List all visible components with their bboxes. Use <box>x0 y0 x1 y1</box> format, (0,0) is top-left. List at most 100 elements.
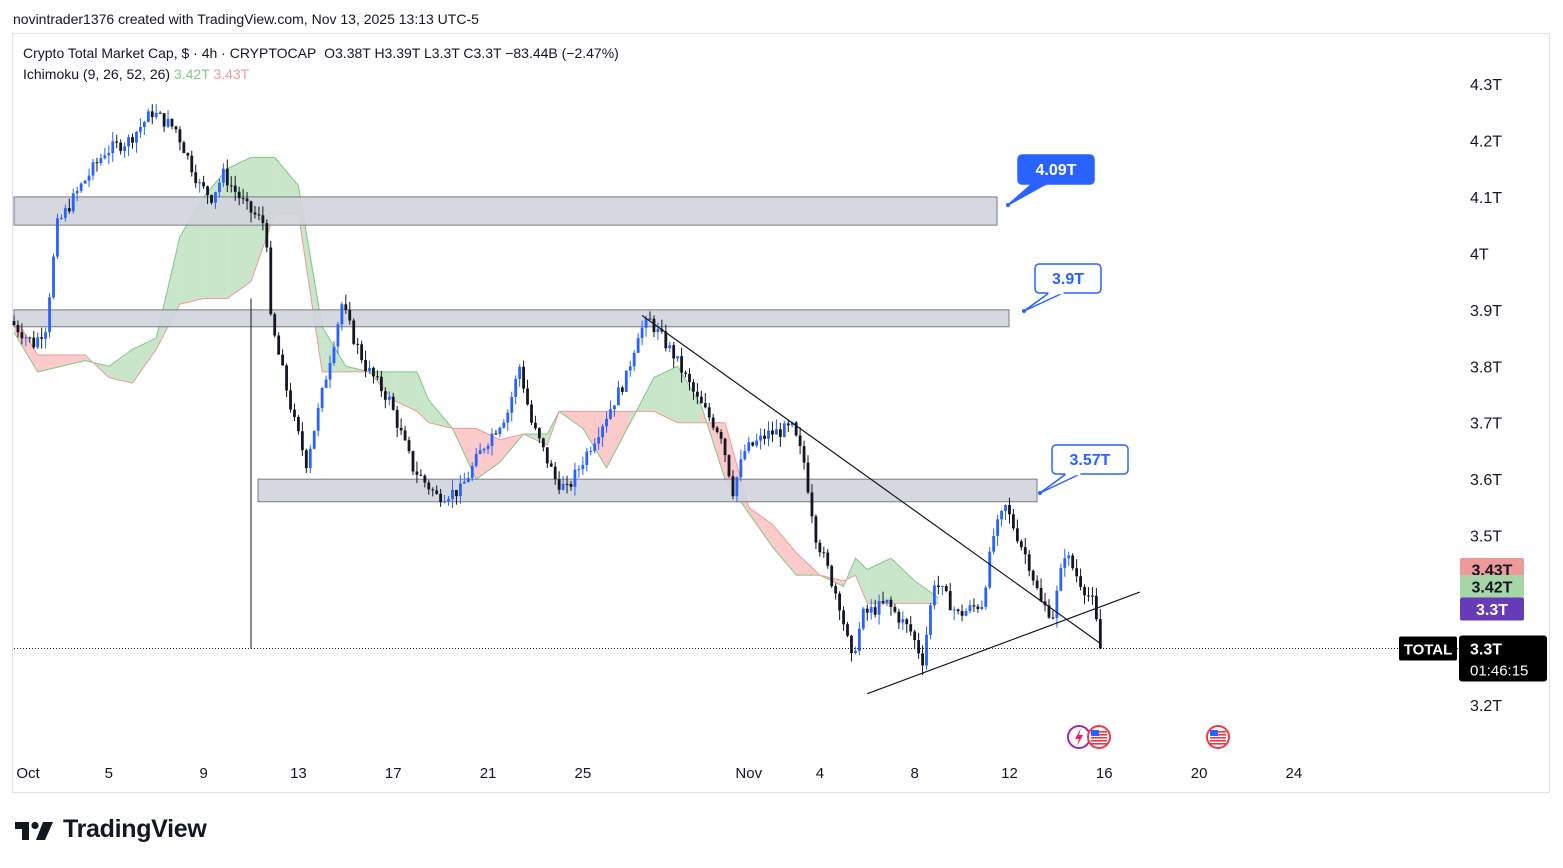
candle-down[interactable] <box>822 552 826 554</box>
candle-down[interactable] <box>731 476 735 497</box>
candle-down[interactable] <box>261 215 265 224</box>
candle-up[interactable] <box>56 218 59 257</box>
candle-up[interactable] <box>968 605 972 612</box>
candle-up[interactable] <box>869 607 873 613</box>
candle-up[interactable] <box>462 481 466 484</box>
candle-down[interactable] <box>249 201 253 213</box>
us-flag-event-icon[interactable] <box>1087 725 1111 749</box>
candle-down[interactable] <box>778 429 782 437</box>
candle-down[interactable] <box>225 168 229 186</box>
candle-up[interactable] <box>561 483 565 490</box>
candle-down[interactable] <box>692 382 695 392</box>
candle-up[interactable] <box>1067 555 1071 559</box>
candle-up[interactable] <box>44 332 48 339</box>
candle-down[interactable] <box>233 185 237 192</box>
candle-up[interactable] <box>988 551 992 588</box>
candle-down[interactable] <box>699 396 703 404</box>
candle-down[interactable] <box>210 195 213 203</box>
candle-down[interactable] <box>786 423 790 426</box>
candle-down[interactable] <box>944 585 948 592</box>
candle-up[interactable] <box>775 429 778 435</box>
candle-down[interactable] <box>664 331 668 349</box>
candle-down[interactable] <box>95 162 99 164</box>
candle-down[interactable] <box>688 373 691 383</box>
candle-up[interactable] <box>861 608 865 629</box>
candle-down[interactable] <box>241 198 245 200</box>
candle-down[interactable] <box>798 435 802 447</box>
candle-down[interactable] <box>620 387 624 392</box>
candle-down[interactable] <box>245 198 249 202</box>
candle-up[interactable] <box>146 111 150 123</box>
candle-down[interactable] <box>842 610 845 625</box>
candle-up[interactable] <box>992 535 996 552</box>
candle-down[interactable] <box>431 489 435 491</box>
candle-down[interactable] <box>1071 555 1075 569</box>
current-price-tag[interactable] <box>1459 635 1547 682</box>
candle-up[interactable] <box>755 440 759 446</box>
candle-down[interactable] <box>921 653 924 666</box>
candle-down[interactable] <box>1087 595 1090 597</box>
candle-up[interactable] <box>597 437 601 444</box>
candle-down[interactable] <box>537 428 541 439</box>
candle-down[interactable] <box>1019 541 1023 548</box>
candle-down[interactable] <box>67 208 71 212</box>
candle-up[interactable] <box>964 611 968 616</box>
candle-down[interactable] <box>553 466 557 480</box>
candle-up[interactable] <box>478 450 482 455</box>
candle-up[interactable] <box>613 405 616 410</box>
candle-down[interactable] <box>1015 528 1019 542</box>
candle-down[interactable] <box>174 126 178 130</box>
candle-up[interactable] <box>79 183 83 191</box>
candle-up[interactable] <box>99 158 103 164</box>
candle-down[interactable] <box>771 430 774 435</box>
candle-down[interactable] <box>834 586 838 594</box>
candle-down[interactable] <box>711 417 715 428</box>
candle-up[interactable] <box>616 387 620 406</box>
candle-down[interactable] <box>364 360 367 372</box>
candle-up[interactable] <box>324 379 328 388</box>
candle-down[interactable] <box>439 493 443 503</box>
candle-up[interactable] <box>470 466 474 479</box>
candle-down[interactable] <box>1079 576 1082 587</box>
candle-up[interactable] <box>885 599 889 603</box>
candle-down[interactable] <box>16 325 20 333</box>
candle-up[interactable] <box>656 328 660 332</box>
candle-down[interactable] <box>972 605 976 607</box>
candle-up[interactable] <box>518 366 522 379</box>
candle-down[interactable] <box>723 438 727 456</box>
callout-box[interactable] <box>1034 263 1102 294</box>
candle-up[interactable] <box>577 469 581 471</box>
candle-up[interactable] <box>585 451 589 466</box>
candle-up[interactable] <box>60 217 63 219</box>
candle-down[interactable] <box>170 118 174 127</box>
candle-up[interactable] <box>316 408 320 431</box>
candle-down[interactable] <box>818 542 822 553</box>
candle-down[interactable] <box>905 619 909 625</box>
candle-up[interactable] <box>782 423 786 437</box>
candle-up[interactable] <box>636 338 640 353</box>
candle-down[interactable] <box>846 624 849 636</box>
candle-down[interactable] <box>936 585 940 587</box>
candle-down[interactable] <box>1051 617 1055 619</box>
candle-down[interactable] <box>435 490 439 494</box>
candle-up[interactable] <box>166 118 170 127</box>
candle-down[interactable] <box>455 489 458 497</box>
candle-down[interactable] <box>383 391 387 400</box>
candle-down[interactable] <box>810 492 814 517</box>
candle-up[interactable] <box>387 396 391 400</box>
candle-up[interactable] <box>312 430 316 449</box>
candle-down[interactable] <box>372 367 375 377</box>
candle-down[interactable] <box>534 422 537 429</box>
candle-down[interactable] <box>865 608 869 613</box>
candle-down[interactable] <box>960 611 964 616</box>
candle-down[interactable] <box>1023 547 1027 555</box>
candle-down[interactable] <box>202 182 206 187</box>
candle-down[interactable] <box>285 365 288 391</box>
candle-up[interactable] <box>447 499 450 502</box>
candle-down[interactable] <box>293 409 296 417</box>
candle-down[interactable] <box>391 396 395 410</box>
candle-up[interactable] <box>498 427 502 435</box>
candle-up[interactable] <box>320 387 324 409</box>
candle-up[interactable] <box>36 337 40 348</box>
candle-down[interactable] <box>407 440 411 452</box>
